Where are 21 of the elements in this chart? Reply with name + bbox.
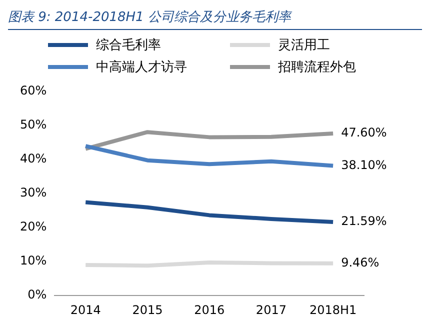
y-tick-label: 50%	[20, 117, 47, 132]
legend-label: 综合毛利率	[96, 37, 161, 54]
x-tick-label: 2016	[194, 302, 225, 317]
data-label: 47.60%	[341, 126, 387, 140]
x-tick-label: 2017	[256, 302, 286, 317]
y-tick-label: 20%	[20, 220, 47, 234]
y-tick-label: 10%	[20, 254, 47, 268]
data-label: 21.59%	[341, 214, 387, 228]
legend-label: 中高端人才访寻	[96, 59, 187, 76]
y-tick-label: 0%	[28, 288, 47, 302]
x-tick-label: 2014	[70, 302, 101, 317]
legend-label: 招聘流程外包	[278, 59, 356, 76]
y-tick-label: 30%	[20, 186, 47, 200]
x-tick-label: 2018H1	[309, 302, 357, 317]
x-tick-label: 2015	[132, 302, 163, 317]
legend-label: 灵活用工	[278, 37, 330, 54]
y-tick-label: 60%	[20, 83, 47, 98]
data-label: 38.10%	[341, 158, 387, 172]
data-label: 9.46%	[341, 256, 380, 270]
y-tick-label: 40%	[20, 151, 47, 166]
chart-title: 图表 9: 2014-2018H1 公司综合及分业务毛利率	[8, 8, 422, 30]
